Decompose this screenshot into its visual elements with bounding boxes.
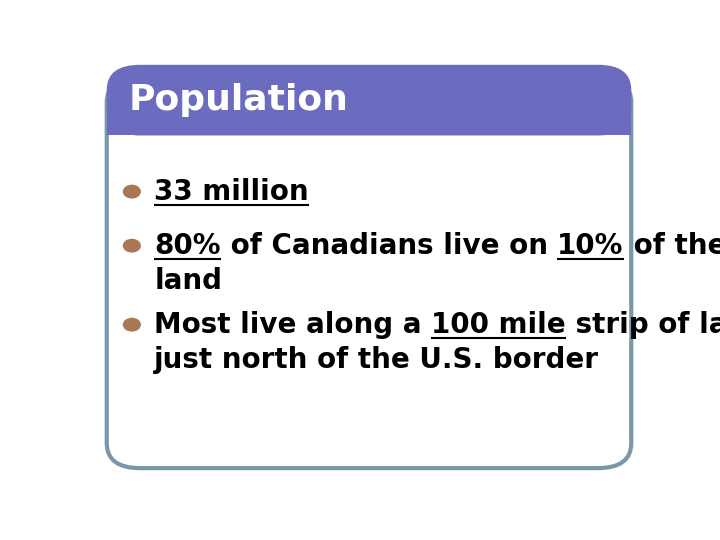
- Circle shape: [124, 319, 140, 331]
- Text: 100 mile: 100 mile: [431, 310, 566, 339]
- Bar: [107, 104, 631, 136]
- Text: 10%: 10%: [557, 232, 624, 260]
- Text: land: land: [154, 267, 222, 295]
- Circle shape: [124, 239, 140, 252]
- Text: of Canadians live on: of Canadians live on: [220, 232, 557, 260]
- Circle shape: [124, 185, 140, 198]
- FancyBboxPatch shape: [107, 77, 631, 468]
- Text: 33 million: 33 million: [154, 178, 309, 206]
- Text: of the: of the: [624, 232, 720, 260]
- Text: strip of land: strip of land: [566, 310, 720, 339]
- Text: Most live along a: Most live along a: [154, 310, 431, 339]
- Text: just north of the U.S. border: just north of the U.S. border: [154, 346, 599, 374]
- Text: 80%: 80%: [154, 232, 220, 260]
- Text: Population: Population: [129, 83, 349, 117]
- FancyBboxPatch shape: [107, 65, 631, 136]
